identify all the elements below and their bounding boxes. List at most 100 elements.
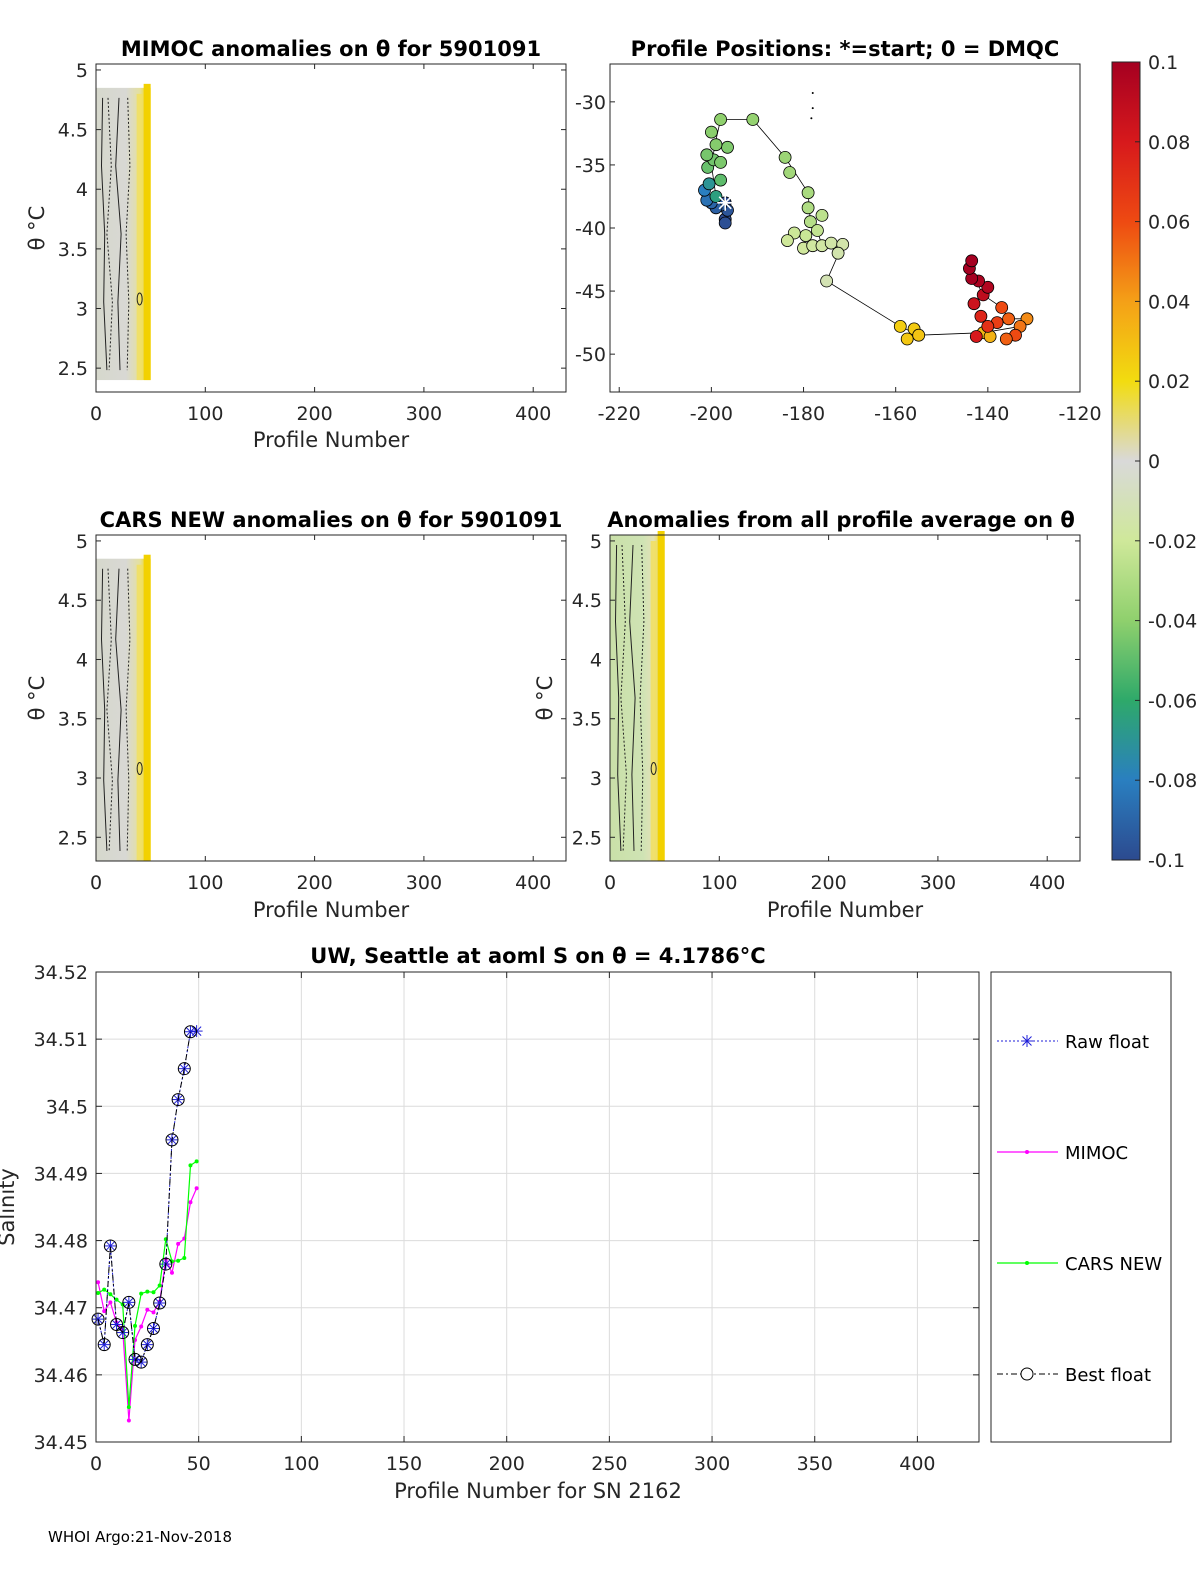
allavg-contour-line <box>620 544 627 852</box>
profile-point <box>781 234 794 248</box>
mimoc-contour-line <box>106 97 113 371</box>
profile-point <box>705 125 718 139</box>
cars-contour-line <box>115 568 122 852</box>
cars-ytick-label: 4.5 <box>58 590 88 612</box>
allavg-ytick-label: 3.5 <box>572 709 602 731</box>
dmqc-marker <box>811 107 814 110</box>
best-float-point <box>171 1093 185 1107</box>
salinity-ytick-label: 34.5 <box>46 1096 88 1118</box>
mimoc-heatmap <box>96 83 151 381</box>
salinity-series <box>91 1025 203 1423</box>
cars-new-point <box>114 1297 119 1302</box>
salinity-ylabel: Salinity <box>0 1168 19 1246</box>
mimoc-xtick-label: 400 <box>515 403 551 425</box>
profile-point <box>820 274 833 288</box>
profile-point <box>714 113 727 126</box>
profile-point <box>702 177 716 191</box>
cars-ylabel: θ °C <box>25 676 49 721</box>
best-float-point <box>159 1257 173 1271</box>
profile-point <box>974 309 988 323</box>
salinity-ytick-label: 34.47 <box>34 1298 88 1320</box>
raw-float-point <box>122 1296 135 1309</box>
cars-ytick-label: 2.5 <box>58 827 88 849</box>
cars-ytick-label: 3 <box>76 768 88 790</box>
mimoc-ylabel: θ °C <box>25 206 49 251</box>
profile-point <box>912 328 926 342</box>
salinity-ytick-label: 34.48 <box>34 1231 88 1253</box>
profile-point <box>801 201 815 215</box>
allavg-positive-band <box>650 541 657 861</box>
mimoc-ytick-label: 5 <box>76 60 88 82</box>
cars-x-ticks: 0 100 200 300 400 <box>90 535 551 894</box>
allavg-positive-edge <box>657 531 665 861</box>
mimoc-ytick-label: 4.5 <box>58 120 88 142</box>
profile-point <box>709 190 723 203</box>
legend-item-raw-float: Raw float <box>997 1032 1149 1053</box>
salinity-xtick-label: 0 <box>90 1453 102 1475</box>
salinity-xtick-label: 150 <box>386 1453 422 1475</box>
raw-float-star-stroke <box>130 1354 140 1365</box>
start-marker <box>718 196 732 210</box>
allavg-ytick-label: 2.5 <box>572 827 602 849</box>
profile-point <box>700 148 714 162</box>
legend-item-best-float: Best float <box>997 1365 1151 1386</box>
positions-ytick-label: -30 <box>575 92 606 114</box>
positions-title: Profile Positions: *=start; 0 = DMQC <box>631 37 1060 61</box>
profile-point <box>1002 312 1015 326</box>
profile-point <box>981 319 995 333</box>
raw-float-star-stroke <box>105 1241 116 1251</box>
mimoc-anomaly-panel: MIMOC anomalies on θ for 5901091 0 100 200… <box>25 37 567 452</box>
salinity-xtick-label: 400 <box>899 1453 935 1475</box>
profile-point <box>714 173 727 187</box>
allavg-xtick-label: 300 <box>920 872 956 894</box>
cars-xtick-label: 200 <box>296 872 332 894</box>
raw-float-star-stroke <box>124 1297 134 1308</box>
mimoc-point <box>188 1200 193 1205</box>
salinity-y-ticks: 34.45 34.46 34.47 34.48 34.49 34.5 34.51 34.52 <box>34 962 979 1454</box>
colorbar-tick-label: 0.04 <box>1148 291 1190 313</box>
allavg-ytick-label: 5 <box>590 531 602 553</box>
footer-text: WHOI Argo:21-Nov-2018 <box>48 1528 232 1546</box>
salinity-panel: UW, Seattle at aoml S on θ = 4.1786°C 0 5… <box>0 944 980 1503</box>
positions-x-ticks: -220 -200 -180 -160 -140 -120 <box>598 387 1102 425</box>
positions-xtick-label: -180 <box>782 403 825 425</box>
profile-point <box>799 229 813 243</box>
positions-xtick-label: -200 <box>690 403 733 425</box>
best-float-point <box>153 1296 167 1310</box>
allavg-axes-box <box>609 534 1081 862</box>
cars-new-point <box>176 1258 181 1263</box>
cars-title: CARS NEW anomalies on θ for 5901091 <box>100 508 563 532</box>
best-float-line <box>97 1031 191 1363</box>
salinity-xtick-label: 300 <box>694 1453 730 1475</box>
positions-xtick-label: -160 <box>874 403 917 425</box>
cars-contour-line <box>106 568 113 852</box>
cars-new-point <box>157 1283 162 1288</box>
mimoc-y-ticks: 2.5 3 3.5 4 4.5 5 <box>58 60 566 380</box>
profile-point <box>999 332 1013 346</box>
cars-new-point <box>151 1290 156 1295</box>
mimoc-point <box>151 1310 156 1315</box>
best-float-point <box>91 1312 105 1326</box>
positions-ytick-label: -35 <box>575 155 606 177</box>
salinity-legend: Raw float MIMOC CARS NEW Best float <box>990 971 1172 1443</box>
allavg-x-ticks: 0 100 200 300 400 <box>604 535 1065 894</box>
positions-ytick-label: -40 <box>575 218 606 240</box>
salinity-ytick-label: 34.52 <box>34 962 88 984</box>
mimoc-point <box>194 1186 199 1191</box>
mimoc-x-ticks: 0 100 200 300 400 <box>90 64 551 425</box>
legend-star-stroke <box>1022 1036 1032 1046</box>
best-float-point <box>122 1295 136 1309</box>
profile-point <box>965 254 979 268</box>
raw-float-star-stroke <box>99 1339 110 1350</box>
best-float-point <box>134 1355 148 1369</box>
colorbar-tick-label: 0.08 <box>1148 132 1190 154</box>
colorbar-tick-label: 0.1 <box>1148 52 1178 74</box>
allavg-ytick-label: 4.5 <box>572 590 602 612</box>
colorbar: 0.1 0.08 0.06 0.04 0.02 0 -0.02 -0.04 -0.06 -0.08… <box>1111 52 1197 872</box>
allavg-ylabel: θ °C <box>533 676 557 721</box>
profile-point <box>995 301 1009 314</box>
profile-point <box>783 166 797 179</box>
mimoc-xtick-label: 200 <box>296 403 332 425</box>
cars-heatmap <box>96 554 151 861</box>
